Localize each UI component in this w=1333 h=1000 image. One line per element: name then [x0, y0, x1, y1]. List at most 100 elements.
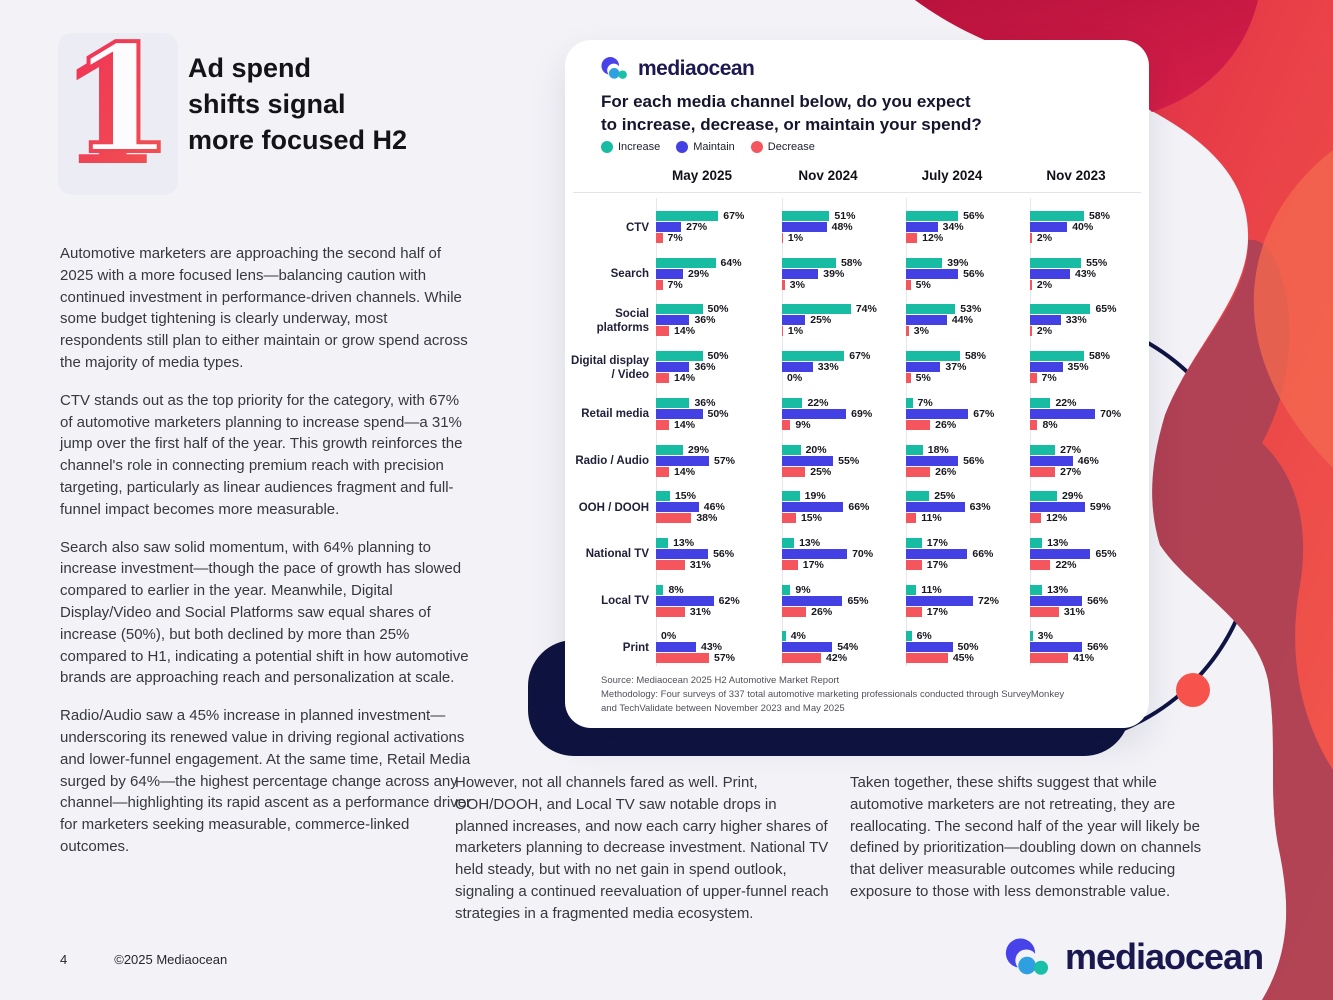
- bar-group: 13% 56% 31%: [656, 537, 782, 571]
- bar-increase: [1030, 257, 1082, 268]
- bar-decrease: [782, 233, 783, 243]
- chart-row: Social platforms 50% 36% 14% 74% 25% 1% 53% 44% 3…: [565, 297, 1149, 344]
- bar-value-label: 8%: [668, 583, 684, 596]
- bar-group: 56% 34% 12%: [906, 210, 1032, 244]
- bar-value-label: 66%: [848, 501, 870, 514]
- bar-maintain: [656, 455, 709, 466]
- channel-label: Radio / Audio: [575, 455, 649, 467]
- bar-value-label: 22%: [1055, 558, 1077, 571]
- bar-decrease: [906, 559, 922, 570]
- bar-increase: [906, 491, 930, 502]
- bar-decrease: [782, 606, 807, 617]
- legend-label: Increase: [618, 141, 661, 153]
- bar-value-label: 59%: [1089, 501, 1111, 514]
- chart-legend: Increase Maintain Decrease: [601, 141, 815, 153]
- bar-maintain: [656, 408, 703, 419]
- bar-value-label: 22%: [807, 396, 829, 409]
- mediaocean-logo: mediaocean: [601, 56, 755, 81]
- bar-maintain: [906, 362, 941, 373]
- bar-decrease: [656, 606, 685, 617]
- bar-decrease: [656, 419, 670, 430]
- bar-decrease: [906, 373, 911, 384]
- channel-label: Local TV: [601, 595, 649, 608]
- bar-group: 4% 54% 42%: [782, 630, 908, 664]
- bar-value-label: 66%: [972, 547, 994, 560]
- bar-group: 50% 36% 14%: [656, 303, 782, 338]
- bar-decrease: [1030, 606, 1059, 617]
- bar-value-label: 65%: [847, 594, 869, 607]
- bar-group: 29% 57% 14%: [656, 444, 782, 478]
- bar-decrease: [1030, 559, 1051, 570]
- bar-value-label: 9%: [795, 418, 811, 431]
- bar-increase: [1030, 397, 1051, 408]
- bar-group: 15% 46% 38%: [656, 490, 782, 524]
- bar-decrease: [656, 373, 670, 384]
- bar-maintain: [906, 408, 969, 419]
- bar-group: 36% 50% 14%: [656, 396, 782, 431]
- bar-value-label: 1%: [787, 232, 804, 244]
- page-footer: 4 ©2025 Mediaocean: [60, 952, 227, 967]
- bar-group: 58% 37% 5%: [906, 350, 1032, 384]
- bar-value-label: 67%: [723, 210, 745, 222]
- bar-value-label: 26%: [811, 605, 833, 618]
- bar-value-label: 4%: [790, 630, 806, 643]
- bar-increase: [1030, 491, 1057, 502]
- bar-increase: [1030, 537, 1043, 548]
- bar-value-label: 43%: [1074, 267, 1096, 280]
- chart-card: mediaocean For each media channel below,…: [565, 40, 1149, 728]
- bar-value-label: 0%: [787, 372, 803, 385]
- channel-label: Retail media: [581, 408, 649, 421]
- bar-increase: [906, 584, 917, 595]
- channel-label: OOH / DOOH: [578, 501, 649, 514]
- bar-decrease: [782, 559, 798, 570]
- bar-decrease: [782, 326, 783, 337]
- bar-value-label: 36%: [694, 361, 716, 374]
- bar-value-label: 37%: [945, 361, 967, 374]
- page-number: 4: [60, 952, 68, 967]
- bar-value-label: 7%: [667, 278, 683, 291]
- bar-value-label: 1%: [787, 325, 804, 338]
- bar-value-label: 36%: [694, 396, 716, 409]
- bar-value-label: 58%: [840, 256, 862, 269]
- bar-value-label: 27%: [686, 221, 708, 233]
- bar-increase: [1030, 304, 1091, 315]
- bar-value-label: 22%: [1055, 396, 1077, 409]
- legend-dot: [601, 141, 613, 153]
- bar-value-label: 56%: [963, 210, 985, 222]
- intro-paragraph-4: Radio/Audio saw a 45% increase in planne…: [60, 707, 472, 855]
- bar-maintain: [1030, 595, 1083, 606]
- bar-maintain: [782, 315, 806, 326]
- bar-maintain: [656, 642, 696, 653]
- bar-value-label: 57%: [714, 652, 736, 665]
- bar-decrease: [1030, 279, 1032, 290]
- bar-maintain: [906, 315, 947, 326]
- bar-value-label: 50%: [957, 641, 979, 654]
- bar-group: 74% 25% 1%: [782, 303, 908, 338]
- bar-value-label: 34%: [942, 221, 964, 233]
- bar-maintain: [1030, 642, 1083, 653]
- bar-maintain: [1030, 455, 1073, 466]
- bar-value-label: 62%: [718, 594, 740, 607]
- bar-value-label: 41%: [1073, 652, 1095, 665]
- bar-group: 7% 67% 26%: [906, 397, 1032, 431]
- bar-value-label: 17%: [926, 605, 948, 618]
- bar-group: 53% 44% 3%: [906, 303, 1032, 337]
- bar-group: 3% 56% 41%: [1030, 630, 1156, 665]
- bar-group: 0% 43% 57%: [656, 630, 782, 665]
- bar-maintain: [782, 455, 834, 466]
- chart-row: Search 64% 29% 7% 58% 39% 3% 39% 56% 5% 55% 43% 2%: [565, 251, 1149, 298]
- bar-value-label: 50%: [707, 350, 729, 363]
- bar-value-label: 14%: [674, 325, 696, 338]
- bar-group: 17% 66% 17%: [906, 537, 1032, 571]
- bar-increase: [906, 257, 943, 268]
- bar-value-label: 46%: [703, 501, 725, 514]
- chart-row: OOH / DOOH 15% 46% 38% 19% 66% 15% 25% 63% 11% 29%…: [565, 484, 1149, 531]
- intro-paragraph-3: Search also saw solid momentum, with 64%…: [60, 538, 469, 687]
- bar-group: 67% 27% 7%: [656, 210, 782, 244]
- bar-increase: [656, 491, 670, 502]
- bar-group: 11% 72% 17%: [906, 584, 1032, 618]
- red-wave-highlight: [1253, 150, 1333, 468]
- bar-increase: [906, 351, 960, 362]
- bar-group: 22% 69% 9%: [782, 396, 908, 431]
- chart-row: Digital display / Video 50% 36% 14% 67% 33% 0%…: [565, 344, 1149, 391]
